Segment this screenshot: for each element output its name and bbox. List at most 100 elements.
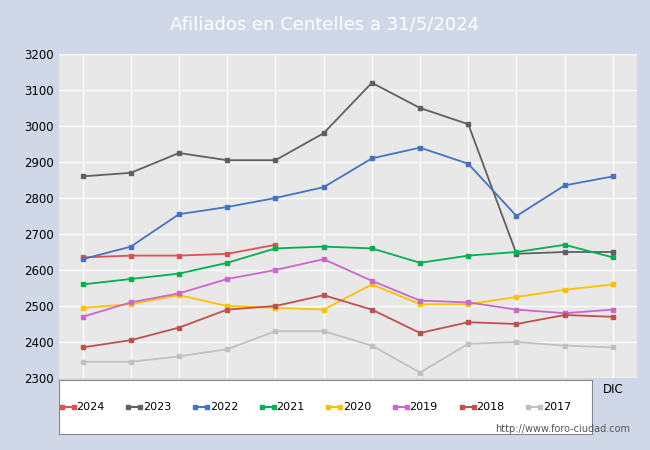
2017 bbox=[127, 359, 135, 364]
2021 bbox=[272, 246, 280, 251]
Line: 2021: 2021 bbox=[81, 243, 615, 286]
2021 bbox=[224, 260, 231, 265]
2022 bbox=[561, 183, 569, 188]
2017 bbox=[368, 343, 376, 348]
2019 bbox=[175, 291, 183, 296]
2023 bbox=[416, 105, 424, 111]
2020 bbox=[272, 305, 280, 310]
2023 bbox=[224, 158, 231, 163]
2018 bbox=[175, 325, 183, 330]
2023 bbox=[513, 251, 521, 256]
2018 bbox=[79, 345, 86, 350]
2018 bbox=[416, 330, 424, 336]
2023 bbox=[368, 80, 376, 86]
2022 bbox=[224, 204, 231, 210]
2018 bbox=[609, 314, 617, 319]
2021 bbox=[79, 282, 86, 287]
2020 bbox=[368, 282, 376, 287]
2021 bbox=[175, 271, 183, 276]
2023 bbox=[127, 170, 135, 176]
Line: 2022: 2022 bbox=[81, 146, 615, 261]
2022 bbox=[272, 195, 280, 201]
2017 bbox=[224, 346, 231, 352]
2021 bbox=[368, 246, 376, 251]
Text: 2021: 2021 bbox=[276, 402, 305, 412]
2022 bbox=[127, 244, 135, 249]
2017 bbox=[79, 359, 86, 364]
Text: 2019: 2019 bbox=[410, 402, 438, 412]
2021 bbox=[513, 249, 521, 255]
2024 bbox=[272, 242, 280, 248]
Line: 2017: 2017 bbox=[81, 329, 615, 374]
2020 bbox=[609, 282, 617, 287]
Line: 2019: 2019 bbox=[81, 257, 615, 319]
Text: 2018: 2018 bbox=[476, 402, 504, 412]
2019 bbox=[272, 267, 280, 273]
Line: 2020: 2020 bbox=[81, 283, 615, 311]
2022 bbox=[513, 213, 521, 219]
2017 bbox=[320, 328, 328, 334]
2018 bbox=[561, 312, 569, 318]
Line: 2018: 2018 bbox=[81, 293, 615, 349]
2022 bbox=[368, 156, 376, 161]
2021 bbox=[320, 244, 328, 249]
Text: 2017: 2017 bbox=[543, 402, 571, 412]
2023 bbox=[320, 130, 328, 136]
Text: 2022: 2022 bbox=[210, 402, 238, 412]
2021 bbox=[464, 253, 472, 258]
Text: 2024: 2024 bbox=[77, 402, 105, 412]
2019 bbox=[79, 314, 86, 319]
2017 bbox=[513, 339, 521, 345]
2020 bbox=[224, 303, 231, 309]
2018 bbox=[127, 338, 135, 343]
2017 bbox=[175, 354, 183, 359]
2019 bbox=[513, 307, 521, 312]
2020 bbox=[79, 305, 86, 310]
2022 bbox=[79, 256, 86, 262]
2023 bbox=[175, 150, 183, 156]
2022 bbox=[609, 174, 617, 179]
2023 bbox=[79, 174, 86, 179]
2024 bbox=[175, 253, 183, 258]
2020 bbox=[513, 294, 521, 300]
2018 bbox=[513, 321, 521, 327]
2020 bbox=[175, 292, 183, 298]
2019 bbox=[561, 310, 569, 316]
2021 bbox=[561, 242, 569, 248]
2023 bbox=[272, 158, 280, 163]
2022 bbox=[175, 212, 183, 217]
Text: Afiliados en Centelles a 31/5/2024: Afiliados en Centelles a 31/5/2024 bbox=[170, 16, 480, 34]
2018 bbox=[368, 307, 376, 312]
2022 bbox=[416, 145, 424, 150]
2020 bbox=[320, 307, 328, 312]
2022 bbox=[320, 184, 328, 190]
2017 bbox=[609, 345, 617, 350]
2024 bbox=[224, 251, 231, 256]
2022 bbox=[464, 161, 472, 166]
Text: 2023: 2023 bbox=[143, 402, 172, 412]
2017 bbox=[272, 328, 280, 334]
Line: 2024: 2024 bbox=[81, 243, 277, 259]
2018 bbox=[464, 320, 472, 325]
2023 bbox=[561, 249, 569, 255]
2017 bbox=[561, 343, 569, 348]
2017 bbox=[464, 341, 472, 346]
2021 bbox=[127, 276, 135, 282]
Text: http://www.foro-ciudad.com: http://www.foro-ciudad.com bbox=[495, 424, 630, 434]
2020 bbox=[464, 302, 472, 307]
2019 bbox=[127, 300, 135, 305]
2023 bbox=[464, 122, 472, 127]
2021 bbox=[416, 260, 424, 265]
2018 bbox=[224, 307, 231, 312]
2023 bbox=[609, 249, 617, 255]
2019 bbox=[464, 300, 472, 305]
2024 bbox=[127, 253, 135, 258]
2019 bbox=[224, 276, 231, 282]
2021 bbox=[609, 255, 617, 260]
2017 bbox=[416, 370, 424, 375]
2018 bbox=[272, 303, 280, 309]
Text: 2020: 2020 bbox=[343, 402, 371, 412]
2020 bbox=[127, 302, 135, 307]
2019 bbox=[368, 278, 376, 284]
2018 bbox=[320, 292, 328, 298]
